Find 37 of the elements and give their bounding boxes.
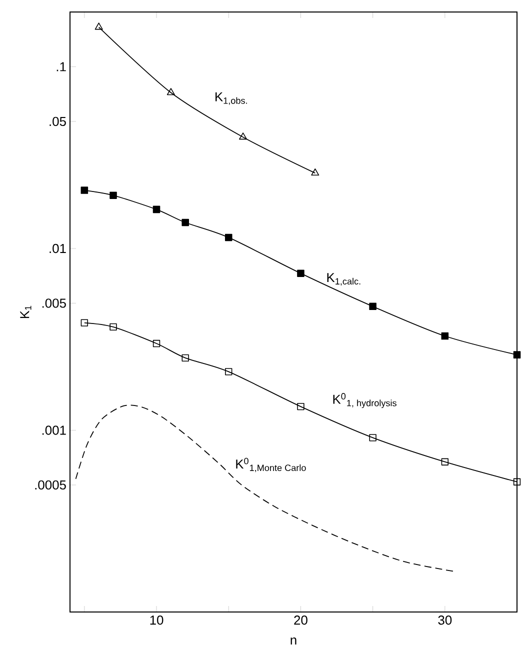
y-tick-label: .001 (42, 426, 66, 435)
point (513, 478, 521, 486)
point (152, 206, 160, 214)
point (110, 323, 117, 331)
x-tick-label: 20 (294, 616, 308, 625)
point (224, 234, 232, 242)
series-label: K$_{1,calc.}$ (327, 273, 360, 286)
series-label: K$^{0}$1,Monte Carlo (236, 458, 306, 472)
y-tick-label: .0005 (35, 480, 66, 490)
point (369, 434, 376, 442)
point (441, 332, 449, 340)
point (311, 168, 320, 176)
point (369, 302, 376, 310)
y-tick-label: .1 (56, 62, 66, 72)
x-axis-title: n (290, 638, 296, 644)
point (239, 132, 248, 140)
y-tick-label: .005 (42, 298, 66, 308)
point (152, 340, 160, 348)
point (225, 368, 232, 376)
point (182, 218, 189, 226)
y-tick-label: .05 (50, 116, 66, 126)
point (166, 88, 175, 96)
point (80, 186, 88, 194)
point (182, 354, 189, 362)
y-tick-label: .01 (50, 244, 66, 254)
series-label: K$_{1,obs.}$ (216, 92, 247, 105)
y-axis-title: K$_{1}$ (20, 306, 32, 318)
x-tick-label: 30 (438, 616, 452, 625)
point (513, 351, 521, 358)
point (94, 22, 103, 30)
series-label: K$^{0}$1, hydrolysis (333, 393, 396, 408)
point (80, 319, 88, 326)
point (297, 270, 304, 277)
x-tick-label: 10 (150, 616, 164, 625)
point (441, 458, 448, 466)
point (110, 192, 117, 200)
point (297, 402, 304, 410)
